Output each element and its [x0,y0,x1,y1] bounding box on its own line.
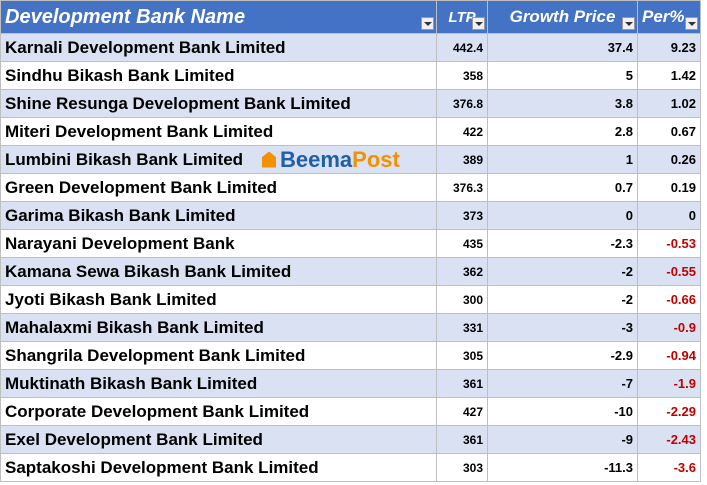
per-cell: -0.66 [637,285,701,314]
table-row: Narayani Development Bank 435 -2.3 -0.53 [0,229,701,258]
filter-button[interactable] [472,17,485,30]
ltp-cell: 358 [436,61,488,90]
header-text: Growth Price [509,7,616,26]
growth-cell: -2 [487,257,638,286]
per-cell: -0.94 [637,341,701,370]
table-row: Sindhu Bikash Bank Limited 358 5 1.42 [0,61,701,90]
per-cell: -1.9 [637,369,701,398]
table-row: Saptakoshi Development Bank Limited 303 -1… [0,453,701,482]
filter-button[interactable] [622,17,635,30]
name-cell: Muktinath Bikash Bank Limited [0,369,437,398]
growth-cell: 5 [487,61,638,90]
name-cell: Narayani Development Bank [0,229,437,258]
watermark-text: Beema [280,146,353,172]
name-cell: Sindhu Bikash Bank Limited [0,61,437,90]
header-cell: Development Bank Name [0,0,437,34]
per-cell: -2.29 [637,397,701,426]
ltp-cell: 442.4 [436,33,488,62]
per-cell: 0.26 [637,145,701,174]
header-text: Development Bank Name [5,5,246,28]
table-row: Miteri Development Bank Limited 422 2.8 0.6… [0,117,701,146]
ltp-cell: 303 [436,453,488,482]
growth-cell: -11.3 [487,453,638,482]
ltp-cell: 427 [436,397,488,426]
ltp-cell: 376.8 [436,89,488,118]
ltp-cell: 376.3 [436,173,488,202]
ltp-cell: 422 [436,117,488,146]
per-cell: 0.19 [637,173,701,202]
ltp-cell: 331 [436,313,488,342]
table-row: Kamana Sewa Bikash Bank Limited 362 -2 -0.5… [0,257,701,286]
table-row: Mahalaxmi Bikash Bank Limited 331 -3 -0.9 [0,313,701,342]
ltp-cell: 361 [436,369,488,398]
name-cell: Kamana Sewa Bikash Bank Limited [0,257,437,286]
growth-cell: 37.4 [487,33,638,62]
per-cell: -0.55 [637,257,701,286]
name-cell: Shine Resunga Development Bank Limited [0,89,437,118]
header-cell: Growth Price [487,0,638,34]
ltp-cell: 361 [436,425,488,454]
per-cell: -3.6 [637,453,701,482]
watermark: Beema Post [262,146,400,173]
per-cell: 0.67 [637,117,701,146]
table-row: Exel Development Bank Limited 361 -9 -2.43 [0,425,701,454]
per-cell: -2.43 [637,425,701,454]
per-cell: -0.53 [637,229,701,258]
table-row: Lumbini Bikash Bank Limited 389 1 0.26 [0,145,701,174]
growth-cell: 1 [487,145,638,174]
growth-cell: -2.9 [487,341,638,370]
growth-cell: -9 [487,425,638,454]
name-cell: Jyoti Bikash Bank Limited [0,285,437,314]
ltp-cell: 362 [436,257,488,286]
header-cell: Per% [637,0,701,34]
growth-cell: 0.7 [487,173,638,202]
table-row: Shine Resunga Development Bank Limited 37… [0,89,701,118]
name-cell: Saptakoshi Development Bank Limited [0,453,437,482]
growth-cell: 0 [487,201,638,230]
filter-button[interactable] [685,17,698,30]
growth-cell: -7 [487,369,638,398]
name-cell: Exel Development Bank Limited [0,425,437,454]
filter-button[interactable] [421,17,434,30]
per-cell: 0 [637,201,701,230]
header-text: Per% [642,7,685,26]
name-cell: Karnali Development Bank Limited [0,33,437,62]
watermark-icon [262,151,276,168]
growth-cell: 2.8 [487,117,638,146]
name-cell: Mahalaxmi Bikash Bank Limited [0,313,437,342]
name-cell: Corporate Development Bank Limited [0,397,437,426]
name-cell: Green Development Bank Limited [0,173,437,202]
per-cell: 1.42 [637,61,701,90]
table-row: Karnali Development Bank Limited 442.4 37.… [0,33,701,62]
table-row: Green Development Bank Limited 376.3 0.7 0.… [0,173,701,202]
table-body: Karnali Development Bank Limited 442.4 37.… [0,33,701,482]
growth-cell: 3.8 [487,89,638,118]
growth-cell: -3 [487,313,638,342]
header-row: Development Bank Name LTP Growth Price P… [0,0,701,34]
table-row: Corporate Development Bank Limited 427 -10… [0,397,701,426]
growth-cell: -2.3 [487,229,638,258]
ltp-cell: 373 [436,201,488,230]
ltp-cell: 300 [436,285,488,314]
name-cell: Shangrila Development Bank Limited [0,341,437,370]
watermark-text: Post [352,146,400,172]
table-row: Garima Bikash Bank Limited 373 0 0 [0,201,701,230]
name-cell: Miteri Development Bank Limited [0,117,437,146]
ltp-cell: 435 [436,229,488,258]
per-cell: 9.23 [637,33,701,62]
header-cell: LTP [436,0,488,34]
table-row: Jyoti Bikash Bank Limited 300 -2 -0.66 [0,285,701,314]
header-text: LTP [448,8,476,26]
table-row: Muktinath Bikash Bank Limited 361 -7 -1.9 [0,369,701,398]
per-cell: 1.02 [637,89,701,118]
table-row: Shangrila Development Bank Limited 305 -2.… [0,341,701,370]
growth-cell: -2 [487,285,638,314]
name-cell: Garima Bikash Bank Limited [0,201,437,230]
growth-cell: -10 [487,397,638,426]
ltp-cell: 305 [436,341,488,370]
ltp-cell: 389 [436,145,488,174]
per-cell: -0.9 [637,313,701,342]
